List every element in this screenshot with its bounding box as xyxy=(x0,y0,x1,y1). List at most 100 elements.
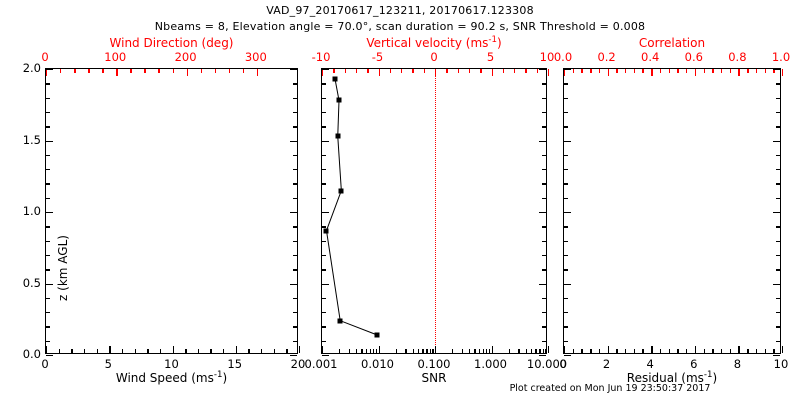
tick-y-left-wind-11 xyxy=(46,197,50,200)
tick-bottom-wind-0 xyxy=(46,346,48,353)
tick-top-residual-10 xyxy=(651,69,653,76)
tick-y-left-wind-12 xyxy=(46,183,50,185)
tick-y-left-wind-8 xyxy=(46,240,50,242)
tick-y-left-snr-18 xyxy=(322,97,326,99)
tick-top-residual-7 xyxy=(625,69,627,73)
tick-label-residual-top-0: 0.0 xyxy=(553,50,573,64)
tick-y-left-wind-20 xyxy=(46,69,53,71)
tick-label-y-2: 1.0 xyxy=(22,204,41,218)
tick-bottom-wind-5 xyxy=(109,346,111,353)
tick-y-right-wind-20 xyxy=(290,69,297,71)
tick-y-left-wind-3 xyxy=(46,312,50,314)
tick-bottom-wind-9 xyxy=(159,349,162,353)
tick-y-left-wind-17 xyxy=(46,111,50,114)
tick-bottom-residual-2 xyxy=(581,349,583,353)
tick-bottom-residual-6 xyxy=(616,349,618,353)
tick-label-snr-bottom-2: 0.100 xyxy=(417,357,451,371)
tick-y-right-snr-17 xyxy=(542,111,546,114)
tick-y-right-snr-4 xyxy=(542,297,546,300)
tick-y-left-wind-5 xyxy=(46,283,53,285)
tick-y-left-residual-19 xyxy=(564,83,568,85)
tick-y-right-wind-6 xyxy=(293,269,297,271)
tick-y-right-wind-17 xyxy=(293,111,297,114)
tick-top-residual-14 xyxy=(686,69,688,73)
tick-top-residual-11 xyxy=(659,69,662,73)
tick-y-right-residual-18 xyxy=(776,97,780,99)
plot-area-snr xyxy=(322,69,546,353)
tick-bottom-snr--3-7 xyxy=(369,349,372,353)
tick-bottom-snr-0-2 xyxy=(508,349,510,353)
tick-y-left-residual-8 xyxy=(564,240,568,242)
tick-y-left-wind-19 xyxy=(46,83,50,85)
tick-bottom-residual-7 xyxy=(625,349,627,353)
tick-y-right-snr-9 xyxy=(542,226,546,228)
tick-y-left-wind-15 xyxy=(46,140,53,142)
tick-top-snr-18 xyxy=(525,69,527,73)
tick-y-right-wind-12 xyxy=(293,183,297,185)
tick-y-right-residual-3 xyxy=(776,312,780,314)
tick-top-residual-5 xyxy=(607,69,609,76)
tick-bottom-snr-0-3 xyxy=(518,349,520,353)
tick-y-left-residual-5 xyxy=(564,283,571,285)
tick-bottom-wind-16 xyxy=(248,349,250,353)
tick-top-residual-13 xyxy=(677,69,679,73)
tick-y-right-residual-5 xyxy=(773,283,780,285)
tick-top-snr-16 xyxy=(502,69,505,73)
tick-y-right-snr-7 xyxy=(542,254,546,257)
tick-y-right-snr-13 xyxy=(542,169,546,171)
datapoint-snr-profile-0 xyxy=(332,76,338,82)
tick-y-right-snr-10 xyxy=(539,212,546,214)
tick-y-right-residual-10 xyxy=(773,212,780,214)
tick-bottom-snr--1-2 xyxy=(452,349,454,353)
tick-y-right-snr-12 xyxy=(542,183,546,185)
panel-snr xyxy=(321,68,550,357)
tick-y-right-snr-11 xyxy=(542,197,546,200)
tick-bottom-residual-24 xyxy=(773,349,775,353)
tick-bottom-snr--2-2 xyxy=(395,349,397,353)
tick-top-residual-6 xyxy=(616,69,618,73)
tick-y-right-snr-3 xyxy=(542,312,546,314)
tick-y-left-snr-17 xyxy=(322,111,326,114)
tick-bottom-snr-0-6 xyxy=(535,349,537,353)
tick-y-right-snr-6 xyxy=(542,269,546,271)
tick-y-right-residual-16 xyxy=(776,126,780,128)
tick-bottom-snr--1-4 xyxy=(469,349,471,353)
tick-bottom-residual-21 xyxy=(747,349,749,353)
tick-label-snr-bottom-3: 1.000 xyxy=(474,357,507,371)
tick-bottom-residual-9 xyxy=(642,349,644,353)
tick-bottom-wind-20 xyxy=(299,346,301,353)
tick-y-right-wind-19 xyxy=(293,83,297,85)
tick-top-snr-19 xyxy=(536,69,539,73)
datapoint-snr-profile-4 xyxy=(323,228,329,234)
tick-y-left-wind-7 xyxy=(46,254,50,257)
tick-y-left-residual-10 xyxy=(564,212,571,214)
panel-wind: z (km AGL) xyxy=(45,68,301,357)
tick-y-left-snr-5 xyxy=(322,283,329,285)
tick-bottom-residual-11 xyxy=(659,349,662,353)
tick-bottom-residual-3 xyxy=(590,349,592,353)
tick-y-left-wind-1 xyxy=(46,340,50,343)
tick-label-residual-bottom-5: 10 xyxy=(773,357,789,371)
tick-y-left-snr-0 xyxy=(322,355,329,357)
tick-bottom-residual-23 xyxy=(764,349,766,353)
tick-y-left-residual-2 xyxy=(564,326,568,328)
tick-label-snr-top-4: 10 xyxy=(539,50,555,64)
tick-y-left-residual-9 xyxy=(564,226,568,228)
tick-top-snr-10 xyxy=(435,69,437,76)
tick-label-residual-top-5: 1.0 xyxy=(771,50,791,64)
tick-y-left-wind-4 xyxy=(46,297,50,300)
tick-label-y-4: 2.0 xyxy=(22,61,41,75)
tick-bottom-snr--2-7 xyxy=(426,349,428,353)
tick-top-wind-2 xyxy=(74,69,76,73)
tick-y-left-snr-20 xyxy=(322,69,329,71)
tick-y-right-residual-8 xyxy=(776,240,780,242)
tick-y-right-snr-2 xyxy=(542,326,546,328)
tick-y-right-snr-1 xyxy=(542,340,546,343)
tick-bottom-wind-8 xyxy=(147,349,149,353)
axis-title-snr-top: Vertical velocity (ms-1) xyxy=(366,35,502,50)
tick-top-wind-10 xyxy=(186,69,188,76)
tick-bottom-snr-0-8 xyxy=(542,349,544,353)
tick-bottom-residual-20 xyxy=(738,346,740,353)
tick-top-snr-0 xyxy=(322,69,324,76)
tick-top-snr-8 xyxy=(412,69,414,73)
